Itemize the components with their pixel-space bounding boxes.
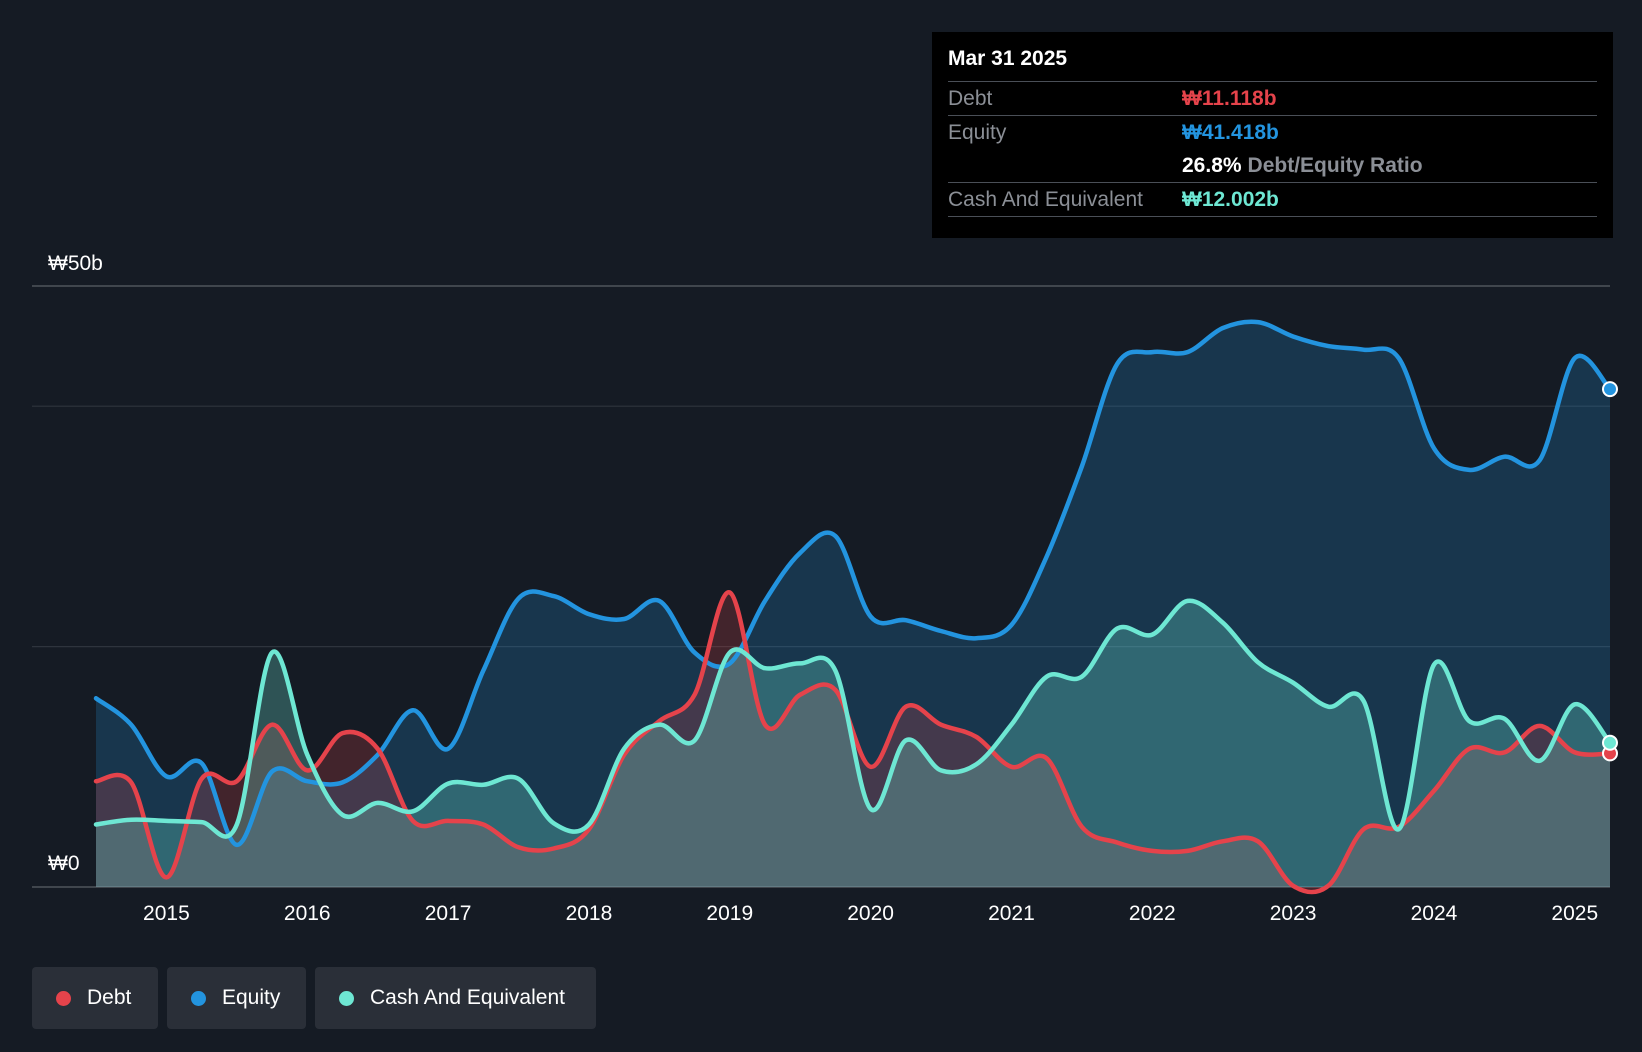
tooltip-cash-value: ₩12.002b bbox=[1182, 188, 1279, 211]
legend-label-debt: Debt bbox=[87, 986, 132, 1009]
x-tick-label: 2016 bbox=[284, 902, 331, 925]
x-tick-label: 2024 bbox=[1411, 902, 1458, 925]
cash-end-marker bbox=[1602, 734, 1618, 751]
tooltip-ratio-label: Debt/Equity Ratio bbox=[1247, 154, 1423, 177]
equity-dot-icon bbox=[191, 990, 206, 1006]
series-lines bbox=[93, 319, 1613, 895]
x-tick-label: 2018 bbox=[566, 902, 613, 925]
legend-item-cash[interactable]: Cash And Equivalent bbox=[315, 967, 596, 1029]
tooltip-debt-row: Debt ₩11.118b bbox=[948, 82, 1597, 116]
x-tick-label: 2022 bbox=[1129, 902, 1176, 925]
x-tick-label: 2025 bbox=[1551, 902, 1598, 925]
x-tick-label: 2021 bbox=[988, 902, 1035, 925]
equity-area bbox=[96, 321, 1610, 887]
legend-item-equity[interactable]: Equity bbox=[167, 967, 306, 1029]
equity-end-marker bbox=[1602, 381, 1618, 398]
legend-label-equity: Equity bbox=[222, 986, 281, 1009]
y-axis-max-label: ₩50b bbox=[48, 252, 103, 275]
gridlines bbox=[32, 285, 1610, 888]
tooltip-equity-value: ₩41.418b bbox=[1182, 121, 1279, 144]
cash-dot-icon bbox=[339, 990, 354, 1006]
tooltip-ratio-row: 26.8% Debt/Equity Ratio bbox=[948, 149, 1597, 183]
tooltip-ratio-value: 26.8% bbox=[1182, 154, 1242, 177]
x-tick-label: 2015 bbox=[143, 902, 190, 925]
cash-line bbox=[93, 598, 1613, 839]
tooltip-debt-label: Debt bbox=[948, 87, 993, 110]
tooltip-cash-row: Cash And Equivalent ₩12.002b bbox=[948, 183, 1597, 217]
y-axis-zero-label: ₩0 bbox=[48, 852, 80, 875]
series-areas bbox=[96, 321, 1610, 893]
tooltip-cash-label: Cash And Equivalent bbox=[948, 188, 1143, 211]
x-tick-label: 2020 bbox=[847, 902, 894, 925]
tooltip-date: Mar 31 2025 bbox=[948, 45, 1597, 82]
x-tick-label: 2017 bbox=[425, 902, 472, 925]
tooltip-equity-row: Equity ₩41.418b bbox=[948, 116, 1597, 149]
cash-area bbox=[96, 600, 1610, 887]
tooltip-debt-value: ₩11.118b bbox=[1182, 87, 1277, 110]
equity-line bbox=[93, 319, 1613, 848]
tooltip-equity-label: Equity bbox=[948, 121, 1007, 144]
x-axis-ticks: 2015 2016 2017 2018 2019 2020 2021 2022 2023 2024… bbox=[143, 902, 1598, 925]
legend-item-debt[interactable]: Debt bbox=[32, 967, 158, 1029]
legend-label-cash: Cash And Equivalent bbox=[370, 986, 565, 1009]
end-markers bbox=[1602, 381, 1618, 762]
x-tick-label: 2023 bbox=[1270, 902, 1317, 925]
data-tooltip: Mar 31 2025 Debt ₩11.118b Equity ₩41.418… bbox=[932, 32, 1613, 238]
x-tick-label: 2019 bbox=[706, 902, 753, 925]
debt-line bbox=[93, 590, 1613, 895]
debt-dot-icon bbox=[56, 990, 71, 1006]
chart-legend: Debt Equity Cash And Equivalent bbox=[32, 967, 596, 1029]
